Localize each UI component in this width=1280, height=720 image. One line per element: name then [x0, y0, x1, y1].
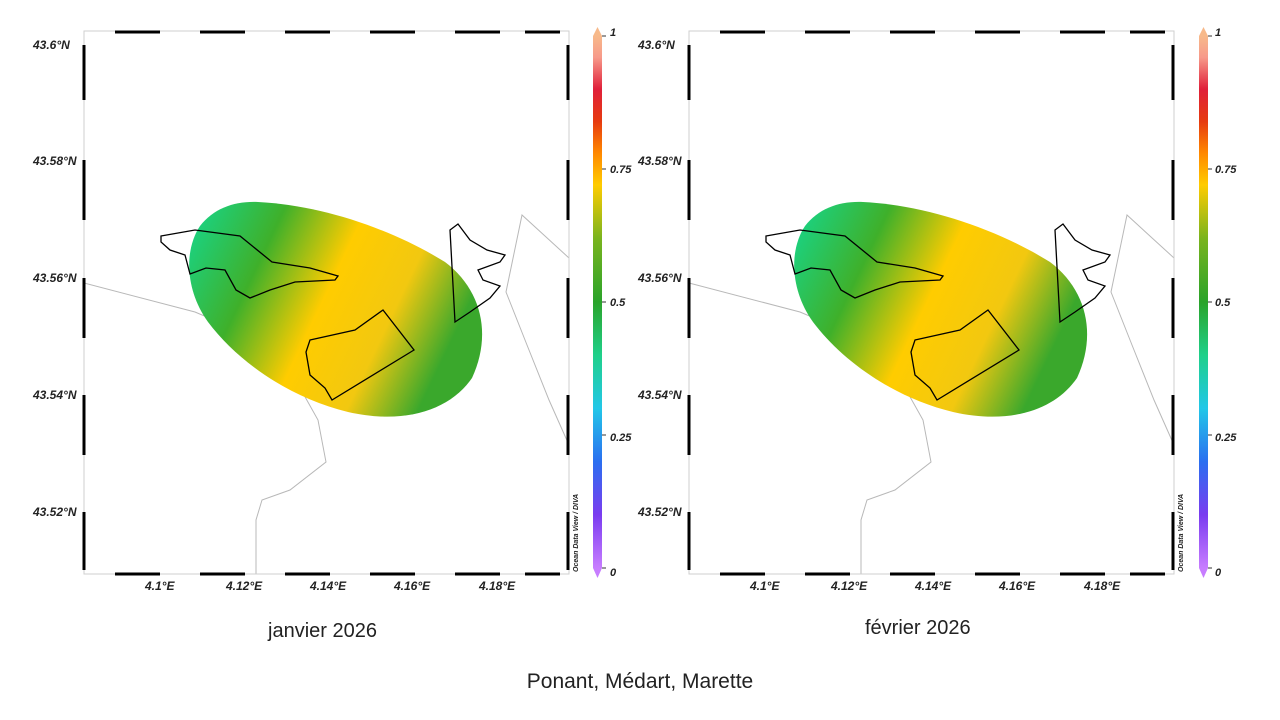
- lat-label: 43.6°N: [637, 38, 675, 52]
- lon-label: 4.12°E: [225, 579, 263, 593]
- colorbar-tick-label: 0: [1215, 567, 1222, 579]
- interpolated-field: [794, 201, 1088, 417]
- colorbar-min-arrow: [1199, 568, 1208, 578]
- lon-label: 4.14°E: [309, 579, 347, 593]
- coastline-east: [505, 214, 569, 446]
- lat-label: 43.56°N: [32, 271, 77, 285]
- colorbar-tick-label: 0.75: [1215, 164, 1237, 176]
- lon-label: 4.14°E: [914, 579, 952, 593]
- lat-label: 43.54°N: [32, 388, 77, 402]
- lon-label: 4.1°E: [749, 579, 780, 593]
- lat-label: 43.52°N: [32, 505, 77, 519]
- lat-label: 43.6°N: [32, 38, 70, 52]
- frame-ticks: [687, 30, 1175, 576]
- colorbar-tick-label: 0: [610, 567, 617, 579]
- lon-label: 4.12°E: [830, 579, 868, 593]
- frame-ticks: [82, 30, 570, 576]
- map-caption: février 2026: [865, 617, 971, 639]
- zone-outline-medart: [449, 223, 507, 324]
- colorbar: 1 0.75 0.5 0.25 0: [593, 27, 632, 579]
- zone-outline-ponant: [765, 229, 945, 299]
- colorbar-gradient: [1199, 36, 1208, 568]
- lat-label: 43.54°N: [637, 388, 682, 402]
- colorbar-gradient: [593, 36, 602, 568]
- odv-credit: Ocean Data View / DIVA: [1178, 494, 1185, 572]
- colorbar-tick-label: 0.75: [610, 164, 632, 176]
- interpolated-field: [189, 201, 483, 417]
- zone-outline-medart: [1054, 223, 1112, 324]
- colorbar-min-arrow: [593, 568, 602, 578]
- figure-suptitle: Ponant, Médart, Marette: [526, 670, 754, 693]
- lon-label: 4.16°E: [393, 579, 431, 593]
- colorbar-tick-label: 1: [1215, 27, 1221, 39]
- colorbar-tick-label: 1: [610, 27, 616, 39]
- lon-label: 4.1°E: [144, 579, 175, 593]
- colorbar-max-arrow: [1199, 27, 1208, 36]
- lat-label: 43.52°N: [637, 505, 682, 519]
- colorbar-tick-label: 0.5: [1215, 297, 1231, 309]
- colorbar-tick-label: 0.25: [1215, 432, 1237, 444]
- map-caption: janvier 2026: [268, 620, 377, 642]
- odv-credit: Ocean Data View / DIVA: [573, 494, 580, 572]
- colorbar-tick-label: 0.5: [610, 297, 626, 309]
- lon-label: 4.18°E: [1083, 579, 1121, 593]
- zone-outline-ponant: [160, 229, 340, 299]
- lat-label: 43.58°N: [637, 154, 682, 168]
- colorbar-tick-label: 0.25: [610, 432, 632, 444]
- colorbar-max-arrow: [593, 27, 602, 36]
- lon-label: 4.18°E: [478, 579, 516, 593]
- lon-label: 4.16°E: [998, 579, 1036, 593]
- lat-label: 43.58°N: [32, 154, 77, 168]
- coastline-east: [1110, 214, 1174, 446]
- zone-outline-marette: [910, 309, 1020, 401]
- colorbar: 1 0.75 0.5 0.25 0: [1199, 27, 1237, 579]
- zone-outline-marette: [305, 309, 415, 401]
- lat-label: 43.56°N: [637, 271, 682, 285]
